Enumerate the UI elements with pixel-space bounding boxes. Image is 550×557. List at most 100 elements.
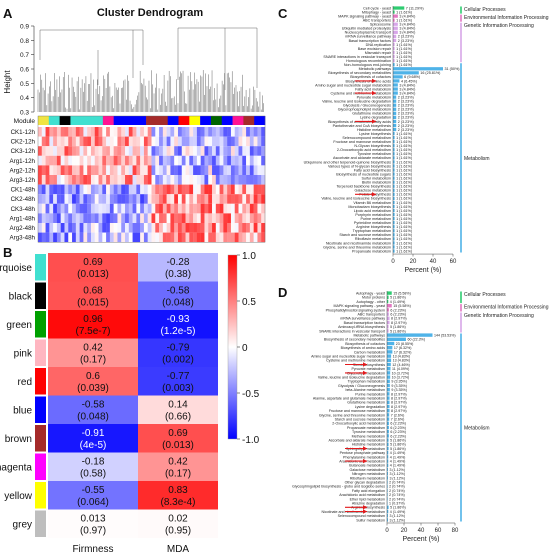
category-label: 2-Oxocarboxylic acid metabolism [332,422,385,426]
module-swatch [35,339,46,366]
bar-value-label: 15 (5.58%) [393,304,411,308]
heatmap-cell [102,146,107,156]
heatmap-cell [121,165,126,175]
bar [393,249,395,253]
heatmap-cell [79,184,84,195]
group-label: Metabolism [464,426,490,432]
heatmap-cell [87,223,92,233]
heatmap-cell [136,223,141,233]
category-label: Porphyrin metabolism [355,213,391,217]
heatmap-cell [83,165,88,175]
correlation-pvalue: (0.66) [165,412,191,423]
category-label: Spliceosome [370,23,391,27]
bar-value-label: 2 (3.23%) [398,95,414,99]
category-label: Riboflavin metabolism [350,476,385,480]
heatmap-cell [128,203,133,214]
heatmap-cell [121,146,126,156]
heatmap-cell [166,223,171,233]
heatmap-cell [151,194,156,204]
heatmap-cell [238,146,243,156]
bar [393,127,397,132]
heatmap-cell [204,146,209,156]
bar-value-label: 1 (1.61%) [396,168,412,172]
heatmap-cell [125,127,129,137]
heatmap-cell [136,146,141,156]
heatmap-cell [223,146,228,156]
heatmap-cell [53,175,58,185]
heatmap-cell [230,155,235,166]
bar [387,514,388,518]
heatmap-cell [41,203,46,214]
heatmap-cell [94,127,99,137]
heatmap-cell [196,223,201,233]
heatmap-cell [246,127,251,137]
heatmap-cell [155,165,160,175]
bar [387,295,389,299]
dendrogram-main-branches [39,27,258,90]
bar [393,144,395,148]
heatmap-cell [204,184,209,195]
heatmap-cell [132,165,137,175]
category-label: Glycolysis / Gluconeogenesis [338,384,385,388]
bar [393,204,395,209]
correlation-pvalue: (0.97) [80,526,106,537]
category-label: Glutathione metabolism [347,401,385,405]
category-label: Glycine, serine and threonine metabolism [323,245,391,249]
heatmap-cell [72,184,77,195]
category-label: Other glycan degradation [345,481,385,485]
heatmap-cell [181,155,186,166]
heatmap-cell [38,203,42,214]
correlation-value: -0.18 [82,457,105,468]
heatmap-cell [143,203,148,214]
heatmap-cell [253,136,258,147]
heatmap-cell [136,127,141,137]
category-label: Valine, leucine and isoleucine degradati… [318,376,385,380]
heatmap-cell [185,127,190,137]
module-label: Module [14,118,36,125]
heatmap-cell [159,223,164,233]
heatmap-cell [155,184,160,195]
heatmap-cell [230,194,235,204]
module-color-segment [135,116,147,125]
heatmap-cell [230,127,235,137]
heatmap-cell [113,127,118,137]
heatmap-cell [166,175,171,185]
sample-label: CK2-12h [11,139,36,146]
heatmap-cell [136,184,141,195]
heatmap-cell [109,232,114,243]
heatmap-cell [140,213,145,223]
heatmap-cell [98,184,103,195]
heatmap-cell [196,136,201,147]
heatmap-cell [38,146,42,156]
heatmap-cell [193,136,198,147]
heatmap-cell [257,213,262,223]
bar [393,237,395,241]
heatmap-cell [181,223,186,233]
heatmap-cell [140,184,145,195]
bar-value-label: 13 (4.83%) [393,359,411,363]
bar [393,119,397,124]
heatmap-cell [151,127,156,137]
heatmap-cell [98,175,103,185]
heatmap-cell [166,184,171,195]
heatmap-cell [223,232,228,243]
heatmap-cell [121,175,126,185]
correlation-cell [138,424,218,453]
heatmap-cell [90,223,95,233]
heatmap-cell [261,194,266,204]
heatmap-cell [185,155,190,166]
heatmap-cell [109,136,114,147]
heatmap-cell [249,175,254,185]
bar [387,379,390,383]
heatmap-cell [261,175,266,185]
heatmap-cell [246,223,251,233]
heatmap-cell [79,136,84,147]
heatmap-cell [170,213,175,223]
bar [393,192,395,196]
heatmap-cell [174,136,179,147]
heatmap-cell [257,127,262,137]
category-label: Galactose metabolism [355,189,391,193]
heatmap-cell [170,175,175,185]
red-arrowhead [363,505,367,510]
bar [393,91,398,95]
